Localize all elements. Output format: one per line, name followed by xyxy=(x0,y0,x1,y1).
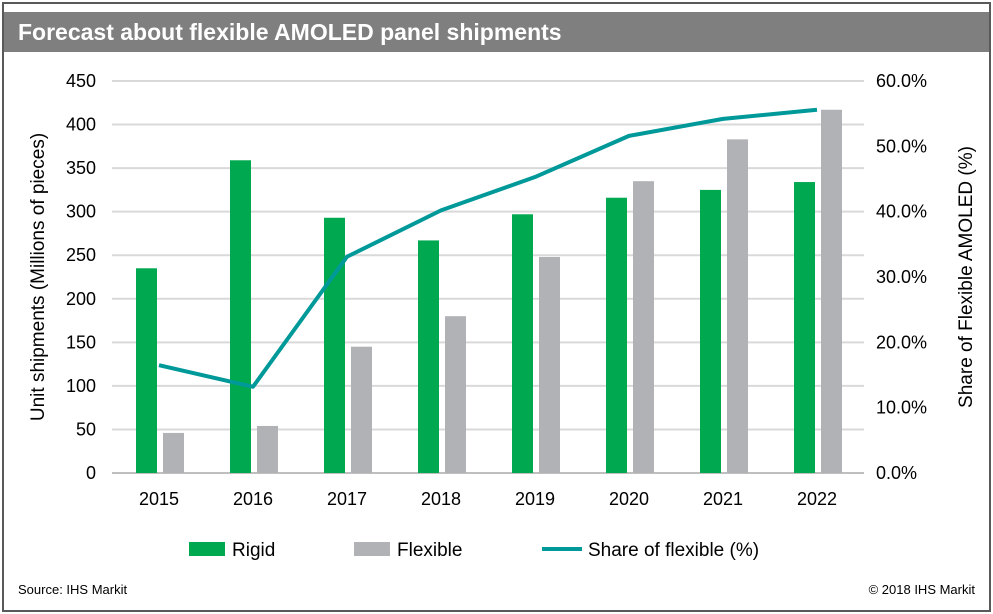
x-tick-label: 2016 xyxy=(233,489,273,509)
y-tick-label: 350 xyxy=(66,158,96,178)
x-tick-label: 2015 xyxy=(139,489,179,509)
y-tick-label: 400 xyxy=(66,115,96,135)
y2-tick-label: 60.0% xyxy=(876,71,927,91)
y-tick-label: 450 xyxy=(66,71,96,91)
bar-flexible-2020 xyxy=(633,181,654,473)
bar-rigid-2015 xyxy=(136,268,157,473)
x-tick-label: 2021 xyxy=(703,489,743,509)
copyright-note: © 2018 IHS Markit xyxy=(868,582,975,597)
legend-label-share: Share of flexible (%) xyxy=(588,540,759,561)
y-tick-label: 150 xyxy=(66,332,96,352)
y2-tick-label: 20.0% xyxy=(876,332,927,352)
legend-label-flexible: Flexible xyxy=(397,540,462,561)
x-tick-label: 2017 xyxy=(327,489,367,509)
legend-swatch-flexible xyxy=(354,542,390,556)
x-tick-label: 2022 xyxy=(797,489,837,509)
bar-rigid-2016 xyxy=(230,160,251,473)
bar-rigid-2020 xyxy=(606,197,627,473)
chart-title: Forecast about flexible AMOLED panel shi… xyxy=(4,12,989,52)
y-tick-label: 200 xyxy=(66,289,96,309)
legend-label-rigid: Rigid xyxy=(232,540,275,561)
bar-rigid-2021 xyxy=(700,189,721,473)
y-tick-label: 250 xyxy=(66,245,96,265)
y-axis-label: Unit shipments (Millions of pieces) xyxy=(28,133,49,421)
bar-flexible-2021 xyxy=(727,139,748,473)
chart: 0 50 100 150 200 250 300 350 400 450 0.0% 10.0% 20.0… xyxy=(28,71,977,561)
bar-flexible-2017 xyxy=(351,346,372,473)
y-tick-label: 100 xyxy=(66,376,96,396)
y2-tick-label: 40.0% xyxy=(876,202,927,222)
y2-axis-label: Share of Flexible AMOLED (%) xyxy=(956,146,977,408)
x-tick-label: 2019 xyxy=(515,489,555,509)
bar-rigid-2022 xyxy=(794,182,815,473)
y2-tick-label: 30.0% xyxy=(876,267,927,287)
y-tick-label: 50 xyxy=(76,419,96,439)
y-tick-label: 0 xyxy=(86,463,96,483)
bar-rigid-2018 xyxy=(418,240,439,473)
bar-flexible-2018 xyxy=(445,316,466,473)
legend-swatch-rigid xyxy=(189,542,225,556)
x-tick-label: 2018 xyxy=(421,489,461,509)
y2-tick-label: 50.0% xyxy=(876,136,927,156)
y2-tick-label: 10.0% xyxy=(876,398,927,418)
y2-tick-label: 0.0% xyxy=(876,463,917,483)
bar-flexible-2016 xyxy=(257,425,278,473)
bar-flexible-2015 xyxy=(163,432,184,473)
bar-rigid-2017 xyxy=(324,217,345,473)
x-tick-label: 2020 xyxy=(609,489,649,509)
y-tick-label: 300 xyxy=(66,202,96,222)
source-note: Source: IHS Markit xyxy=(18,582,128,597)
bar-flexible-2019 xyxy=(539,256,560,473)
bar-rigid-2019 xyxy=(512,214,533,473)
bar-flexible-2022 xyxy=(821,109,842,473)
line-share-flexible xyxy=(158,107,818,389)
